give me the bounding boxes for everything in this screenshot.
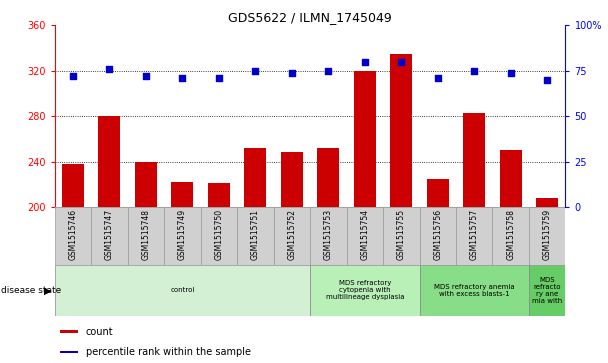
Point (506, 70, 516, 76)
Point (396, 59, 406, 65)
Bar (91, 207, 128, 265)
Bar (62, 164, 84, 363)
Text: GSM1515748: GSM1515748 (142, 209, 150, 260)
Text: percentile rank within the sample: percentile rank within the sample (86, 347, 251, 357)
Bar (208, 183, 230, 363)
Text: MDS refractory anemia
with excess blasts-1: MDS refractory anemia with excess blasts… (434, 284, 514, 297)
Text: GSM1515752: GSM1515752 (288, 209, 296, 260)
Text: GSM1515754: GSM1515754 (361, 209, 369, 260)
Text: GSM1515758: GSM1515758 (506, 209, 515, 260)
Bar (317, 148, 339, 363)
Text: GSM1515750: GSM1515750 (215, 209, 223, 260)
Text: MDS refractory
cytopenia with
multilineage dysplasia: MDS refractory cytopenia with multilinea… (325, 280, 404, 301)
Point (68, 73, 78, 79)
Bar (244, 148, 266, 363)
Bar (164, 207, 201, 265)
Text: GSM1515756: GSM1515756 (434, 209, 442, 260)
Point (141, 73, 151, 79)
Bar (310, 265, 420, 316)
Point (433, 75, 443, 81)
Text: MDS
refracto
ry ane
mia with: MDS refracto ry ane mia with (532, 277, 562, 304)
Bar (420, 207, 456, 265)
Title: GDS5622 / ILMN_1745049: GDS5622 / ILMN_1745049 (228, 11, 392, 24)
Bar (456, 207, 492, 265)
Bar (237, 207, 274, 265)
Bar (463, 113, 485, 363)
Bar (171, 182, 193, 363)
Bar (60, 330, 78, 333)
Bar (536, 198, 558, 363)
Text: GSM1515747: GSM1515747 (105, 209, 114, 260)
Point (250, 68, 260, 74)
Bar (383, 207, 420, 265)
Bar (529, 265, 565, 316)
Bar (135, 162, 157, 363)
Bar (529, 207, 565, 265)
Text: count: count (86, 327, 114, 337)
Text: GSM1515751: GSM1515751 (251, 209, 260, 260)
Point (105, 66, 114, 72)
Point (178, 75, 187, 81)
Point (542, 77, 552, 83)
Bar (390, 54, 412, 363)
Bar (98, 116, 120, 363)
Text: GSM1515746: GSM1515746 (69, 209, 77, 260)
Bar (201, 207, 237, 265)
Point (287, 70, 297, 76)
Bar (55, 207, 91, 265)
Bar (55, 265, 310, 316)
Bar (347, 207, 383, 265)
Bar (354, 71, 376, 363)
Text: GSM1515759: GSM1515759 (543, 209, 551, 260)
Text: GSM1515755: GSM1515755 (397, 209, 406, 260)
Text: ▶: ▶ (44, 285, 52, 295)
Text: disease state: disease state (1, 286, 61, 295)
Point (323, 68, 333, 74)
Bar (427, 179, 449, 363)
Point (360, 59, 370, 65)
Point (469, 68, 479, 74)
Text: control: control (170, 287, 195, 293)
Bar (274, 207, 310, 265)
Bar (492, 207, 529, 265)
Point (214, 75, 224, 81)
Bar (60, 351, 78, 354)
Text: GSM1515753: GSM1515753 (324, 209, 333, 260)
Bar (281, 152, 303, 363)
Bar (500, 150, 522, 363)
Bar (420, 265, 529, 316)
Bar (128, 207, 164, 265)
Bar (310, 207, 347, 265)
Text: GSM1515757: GSM1515757 (470, 209, 478, 260)
Text: GSM1515749: GSM1515749 (178, 209, 187, 260)
